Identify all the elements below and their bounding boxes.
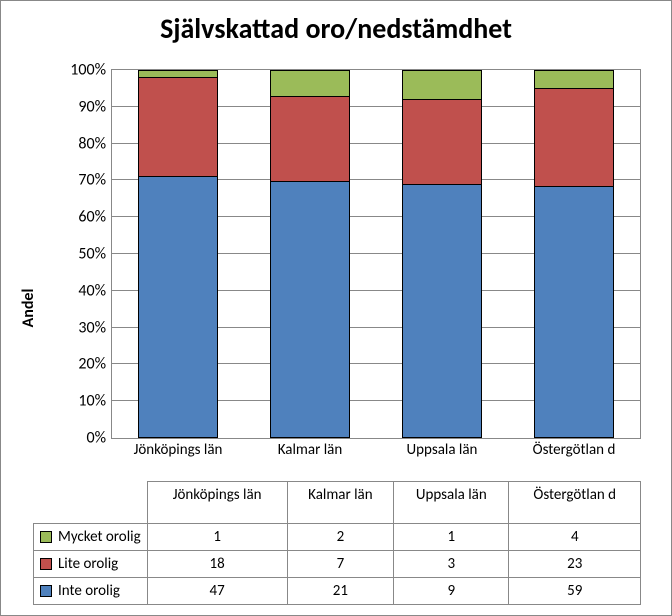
plot-area: 0%10%20%30%40%50%60%70%80%90%100%Jönköpi… [111,69,641,439]
table-data-cell: 1 [394,524,509,551]
bar-segment [139,77,216,177]
table-corner-cell [34,482,148,524]
x-category-label: Kalmar län [244,438,376,459]
table-category-cell: Östergötlan d [509,482,641,524]
stacked-bar [270,70,349,438]
table-category-cell: Jönköpings län [147,482,287,524]
table-data-cell: 9 [394,578,509,605]
stacked-bar [138,70,217,438]
y-tick-label: 30% [78,318,112,337]
table-data-cell: 18 [147,551,287,578]
table-data-cell: 47 [147,578,287,605]
x-category-label: Uppsala län [376,438,508,459]
y-tick-label: 90% [78,97,112,116]
bar-segment [535,71,612,88]
bar-segment [271,71,348,96]
bar-segment [403,71,480,99]
y-tick-label: 100% [70,61,112,80]
legend-swatch [40,585,52,597]
table-data-cell: 1 [147,524,287,551]
x-category-label: Jönköpings län [112,438,244,459]
table-row-header: Lite orolig [34,551,148,578]
bar-column: Kalmar län [244,70,376,438]
table-data-cell: 59 [509,578,641,605]
y-axis-label: Andel [19,289,38,328]
x-category-label: Östergötlan d [508,438,640,459]
legend-label: Mycket orolig [58,528,141,546]
stacked-bar [402,70,481,438]
table-data-cell: 2 [287,524,394,551]
bar-segment [403,99,480,184]
y-tick-label: 60% [78,208,112,227]
y-tick-label: 70% [78,171,112,190]
y-tick-label: 10% [78,392,112,411]
y-tick-label: 50% [78,245,112,264]
bar-segment [271,181,348,437]
bar-segment [535,88,612,186]
bar-segment [139,71,216,76]
bar-column: Uppsala län [376,70,508,438]
bar-segment [535,186,612,437]
table-row: Lite orolig 187323 [34,551,641,578]
chart-title: Självskattad oro/nedstämdhet [1,11,671,46]
bar-column: Östergötlan d [508,70,640,438]
y-tick-label: 40% [78,281,112,300]
table-row-header: Mycket orolig [34,524,148,551]
stacked-bar [534,70,613,438]
table-row: Mycket orolig1214 [34,524,641,551]
y-tick-label: 0% [86,429,112,448]
bar-segment [271,96,348,181]
table-data-cell: 4 [509,524,641,551]
chart-container: Självskattad oro/nedstämdhet Andel 0%10%… [0,0,672,616]
table-data-cell: 23 [509,551,641,578]
table-row: Inte orolig 4721959 [34,578,641,605]
table-data-cell: 7 [287,551,394,578]
legend-swatch [40,531,52,543]
table-category-cell: Kalmar län [287,482,394,524]
table-data-cell: 3 [394,551,509,578]
bar-column: Jönköpings län [112,70,244,438]
legend-label: Lite orolig [58,555,118,573]
y-tick-label: 80% [78,134,112,153]
bar-segment [403,184,480,437]
table-header-row: Jönköpings länKalmar länUppsala länÖster… [34,482,641,524]
bar-segment [139,176,216,437]
table-data-cell: 21 [287,578,394,605]
legend-label: Inte orolig [58,582,120,600]
legend-swatch [40,558,52,570]
table-row-header: Inte orolig [34,578,148,605]
data-table: Jönköpings länKalmar länUppsala länÖster… [33,481,641,605]
plot-area-wrap: 0%10%20%30%40%50%60%70%80%90%100%Jönköpi… [111,69,641,439]
y-tick-label: 20% [78,355,112,374]
table-category-cell: Uppsala län [394,482,509,524]
